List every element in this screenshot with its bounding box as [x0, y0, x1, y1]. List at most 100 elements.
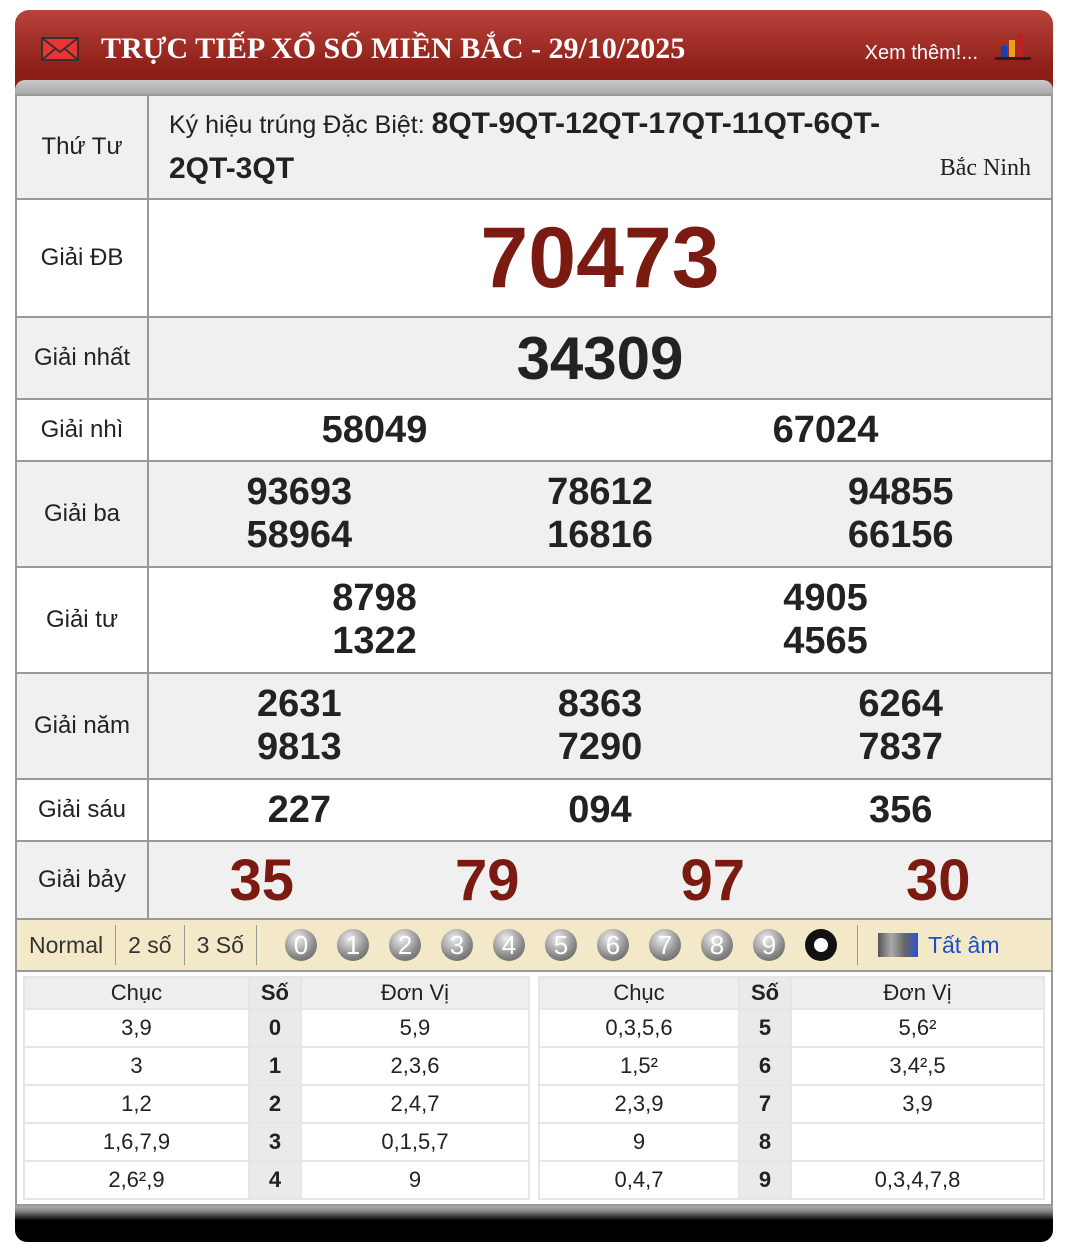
- prize-number: 356: [868, 788, 933, 831]
- prize-values: 227 094 356: [149, 789, 1051, 832]
- digit-filter-1[interactable]: 1: [336, 929, 369, 961]
- prize-number: 9813: [257, 726, 342, 768]
- prize-row-4: Giải tư 8798 4905 1322 4565: [15, 566, 1053, 674]
- prize-label: Giải năm: [15, 672, 149, 780]
- prize-number: 93693: [246, 471, 353, 513]
- digit-cell: 7: [738, 1084, 792, 1124]
- prize-row-1: Giải nhất 34309: [15, 316, 1053, 400]
- prize-number: 4565: [783, 620, 868, 662]
- loto-table-right: Chục Số Đơn Vị 0,3,5,6 5 5,6² 1,5² 6 3,4²,5 2,3,9…: [538, 976, 1045, 1200]
- tens-cell: 0,4,7: [538, 1160, 740, 1200]
- prize-number: 7837: [858, 726, 943, 768]
- units-cell: 5,9: [299, 1008, 531, 1048]
- mode-2-digits[interactable]: 2 số: [116, 925, 185, 965]
- day-label: Thứ Tư: [15, 94, 149, 200]
- table-row: 0,4,7 9 0,3,4,7,8: [538, 1160, 1045, 1200]
- yin-yang-icon[interactable]: [804, 929, 837, 961]
- prize-values: 58049 67024: [149, 409, 1051, 452]
- prize-label: Giải ĐB: [15, 198, 149, 318]
- digit-cell: 8: [738, 1122, 792, 1162]
- results-table: Thứ Tư Bắc Ninh Ký hiệu trúng Đặc Biệt: …: [15, 94, 1053, 920]
- prize-label: Giải bảy: [15, 840, 149, 920]
- prize-row-7: Giải bảy 35 79 97 30: [15, 840, 1053, 920]
- tens-cell: 9: [538, 1122, 740, 1162]
- prize-label: Giải tư: [15, 566, 149, 674]
- province: Bắc Ninh: [939, 155, 1031, 181]
- units-cell: 9: [299, 1160, 531, 1200]
- prize-label: Giải nhì: [15, 398, 149, 462]
- digit-cell: 6: [738, 1046, 792, 1086]
- prize-values: 35 79 97 30: [149, 847, 1051, 914]
- footer-bar: [15, 1206, 1053, 1242]
- digit-cell: 1: [247, 1046, 302, 1086]
- digit-filter-8[interactable]: 8: [700, 929, 733, 961]
- digit-filter-2[interactable]: 2: [388, 929, 421, 961]
- table-row: 3 1 2,3,6: [23, 1046, 531, 1086]
- header-strip: [15, 80, 1053, 94]
- digit-filter-4[interactable]: 4: [492, 929, 525, 961]
- digit-filter-6[interactable]: 6: [596, 929, 629, 961]
- table-row: 2,3,9 7 3,9: [538, 1084, 1045, 1124]
- prize-row-db: Giải ĐB 70473: [15, 198, 1053, 318]
- prize-number: 094: [568, 788, 632, 831]
- digit-filter-0[interactable]: 0: [284, 929, 317, 961]
- mute-all-link[interactable]: Tất âm: [927, 931, 1000, 958]
- prize-values: 8798 4905 1322 4565: [149, 577, 1051, 663]
- mode-3-digits[interactable]: 3 Số: [185, 925, 257, 965]
- prize-number: 16816: [547, 514, 653, 556]
- tens-cell: 0,3,5,6: [538, 1008, 740, 1048]
- column-header: Chục: [538, 976, 740, 1010]
- mail-icon: [41, 37, 79, 61]
- prize-values: 93693 78612 94855 58964 16816 66156: [149, 471, 1051, 557]
- digit-cell: 2: [247, 1084, 302, 1124]
- tens-cell: 1,5²: [538, 1046, 740, 1086]
- tens-cell: 2,6²,9: [23, 1160, 250, 1200]
- prize-number: 35: [229, 847, 294, 913]
- results-panel: TRỰC TIẾP XỔ SỐ MIỀN BẮC - 29/10/2025 Xe…: [15, 10, 1053, 1242]
- prize-row-3: Giải ba 93693 78612 94855 58964 16816 66156: [15, 460, 1053, 568]
- prize-label: Giải ba: [15, 460, 149, 568]
- table-row: 1,2 2 2,4,7: [23, 1084, 531, 1124]
- loto-table-left: Chục Số Đơn Vị 3,9 0 5,9 3 1 2,3,6 1,2 2 2,4,7 1,6,7…: [23, 976, 531, 1200]
- tens-cell: 1,2: [23, 1084, 250, 1124]
- prize-number: 78612: [547, 471, 653, 513]
- units-cell: 0,1,5,7: [299, 1122, 531, 1162]
- bar-chart-icon[interactable]: [993, 32, 1033, 60]
- digit-filter-9[interactable]: 9: [752, 929, 785, 961]
- tens-cell: 3,9: [23, 1008, 250, 1048]
- prize-number: 30: [905, 847, 971, 913]
- tens-cell: 3: [23, 1046, 250, 1086]
- loto-tables: Chục Số Đơn Vị 3,9 0 5,9 3 1 2,3,6 1,2 2 2,4,7 1,6,7…: [15, 972, 1053, 1206]
- loto-header: Chục Số Đơn Vị: [23, 976, 531, 1010]
- see-more-link[interactable]: Xem thêm!...: [864, 42, 978, 64]
- digit-filter-5[interactable]: 5: [544, 929, 577, 961]
- digit-filter-3[interactable]: 3: [440, 929, 473, 961]
- prize-number: 2631: [257, 683, 342, 725]
- prize-number: 94855: [847, 471, 954, 513]
- loto-header: Chục Số Đơn Vị: [538, 976, 1045, 1010]
- digit-cell: 0: [247, 1008, 302, 1048]
- prize-number: 79: [454, 847, 520, 913]
- prize-number: 227: [267, 788, 332, 831]
- tens-cell: 2,3,9: [538, 1084, 740, 1124]
- prize-row-2: Giải nhì 58049 67024: [15, 398, 1053, 462]
- prize-number: 58964: [246, 514, 353, 556]
- prize-number: 4905: [783, 577, 868, 619]
- prize-number: 8798: [332, 577, 417, 619]
- mode-normal[interactable]: Normal: [17, 925, 117, 965]
- units-cell: 2,3,6: [299, 1046, 531, 1086]
- digit-filter-7[interactable]: 7: [648, 929, 681, 961]
- column-header: Chục: [23, 976, 250, 1010]
- digit-cell: 4: [247, 1160, 302, 1200]
- prize-number: 58049: [321, 408, 428, 451]
- speaker-icon[interactable]: [877, 933, 918, 957]
- prize-number: 70473: [480, 209, 720, 306]
- prize-number: 34309: [516, 324, 684, 392]
- column-header: Đơn Vị: [299, 976, 531, 1010]
- prize-row-5: Giải năm 2631 8363 6264 9813 7290 7837: [15, 672, 1053, 780]
- table-row: 3,9 0 5,9: [23, 1008, 531, 1048]
- units-cell: 3,9: [790, 1084, 1045, 1124]
- table-row: 1,6,7,9 3 0,1,5,7: [23, 1122, 531, 1162]
